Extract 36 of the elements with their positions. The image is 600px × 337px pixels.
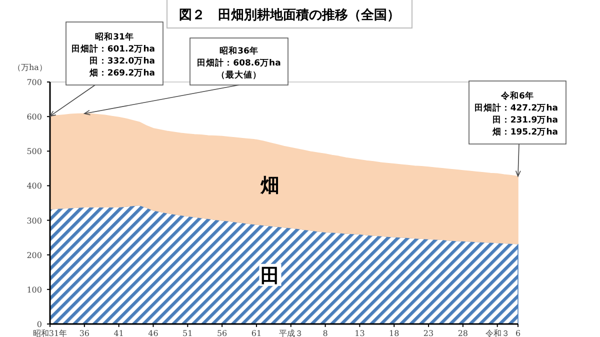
- y-tick-label: 200: [26, 250, 42, 260]
- y-tick-label: 500: [26, 147, 42, 156]
- x-tick-label: 13: [354, 329, 365, 337]
- x-tick-label: 56: [216, 329, 228, 337]
- x-tick-label: 18: [389, 329, 400, 337]
- x-tick-label: 8: [322, 329, 328, 337]
- y-tick-label: 100: [26, 285, 42, 294]
- y-axis-title: （万ha）: [13, 63, 47, 72]
- chart-title: 図２ 田畑別耕地面積の推移（全国）: [179, 8, 400, 23]
- x-tick-label: 41: [114, 329, 124, 337]
- annotation: 畑：269.2万ha: [88, 68, 156, 78]
- annotation: 田：231.9万ha: [492, 114, 558, 126]
- annotation: （最大値）: [216, 70, 262, 80]
- annotation: 令和6年: [500, 90, 534, 102]
- x-tick-label: 46: [148, 329, 158, 337]
- y-tick-label: 0: [36, 320, 42, 329]
- y-tick-label: 400: [26, 182, 42, 191]
- text: 昭和36年: [220, 46, 258, 56]
- annotation: 田畑計：427.2万ha: [474, 102, 558, 114]
- x-tick-label: 36: [79, 329, 90, 337]
- annotation: 畑：195.2万ha: [491, 126, 558, 138]
- series-label: 畑: [260, 174, 280, 196]
- y-tick-label: 600: [26, 112, 42, 122]
- text: 田畑計：608.6万ha: [197, 58, 281, 68]
- annotation: 昭和31年 田畑計：601.2万ha 田：332.0万ha 畑：269.2万ha: [49, 22, 164, 117]
- x-tick-label: 令和３: [485, 329, 510, 337]
- x-tick-label: 51: [182, 329, 193, 337]
- x-tick-label: 23: [423, 329, 434, 337]
- y-tick-label: 300: [26, 216, 42, 226]
- x-tick-label: 61: [251, 329, 262, 337]
- x-tick-label: 平成３: [278, 329, 303, 337]
- series-label: 田: [260, 264, 280, 287]
- x-tick-label: 昭和31年: [32, 329, 68, 337]
- y-tick-label: 700: [26, 78, 42, 87]
- x-tick-label: 28: [458, 329, 468, 337]
- x-tick-label: 6: [515, 329, 521, 337]
